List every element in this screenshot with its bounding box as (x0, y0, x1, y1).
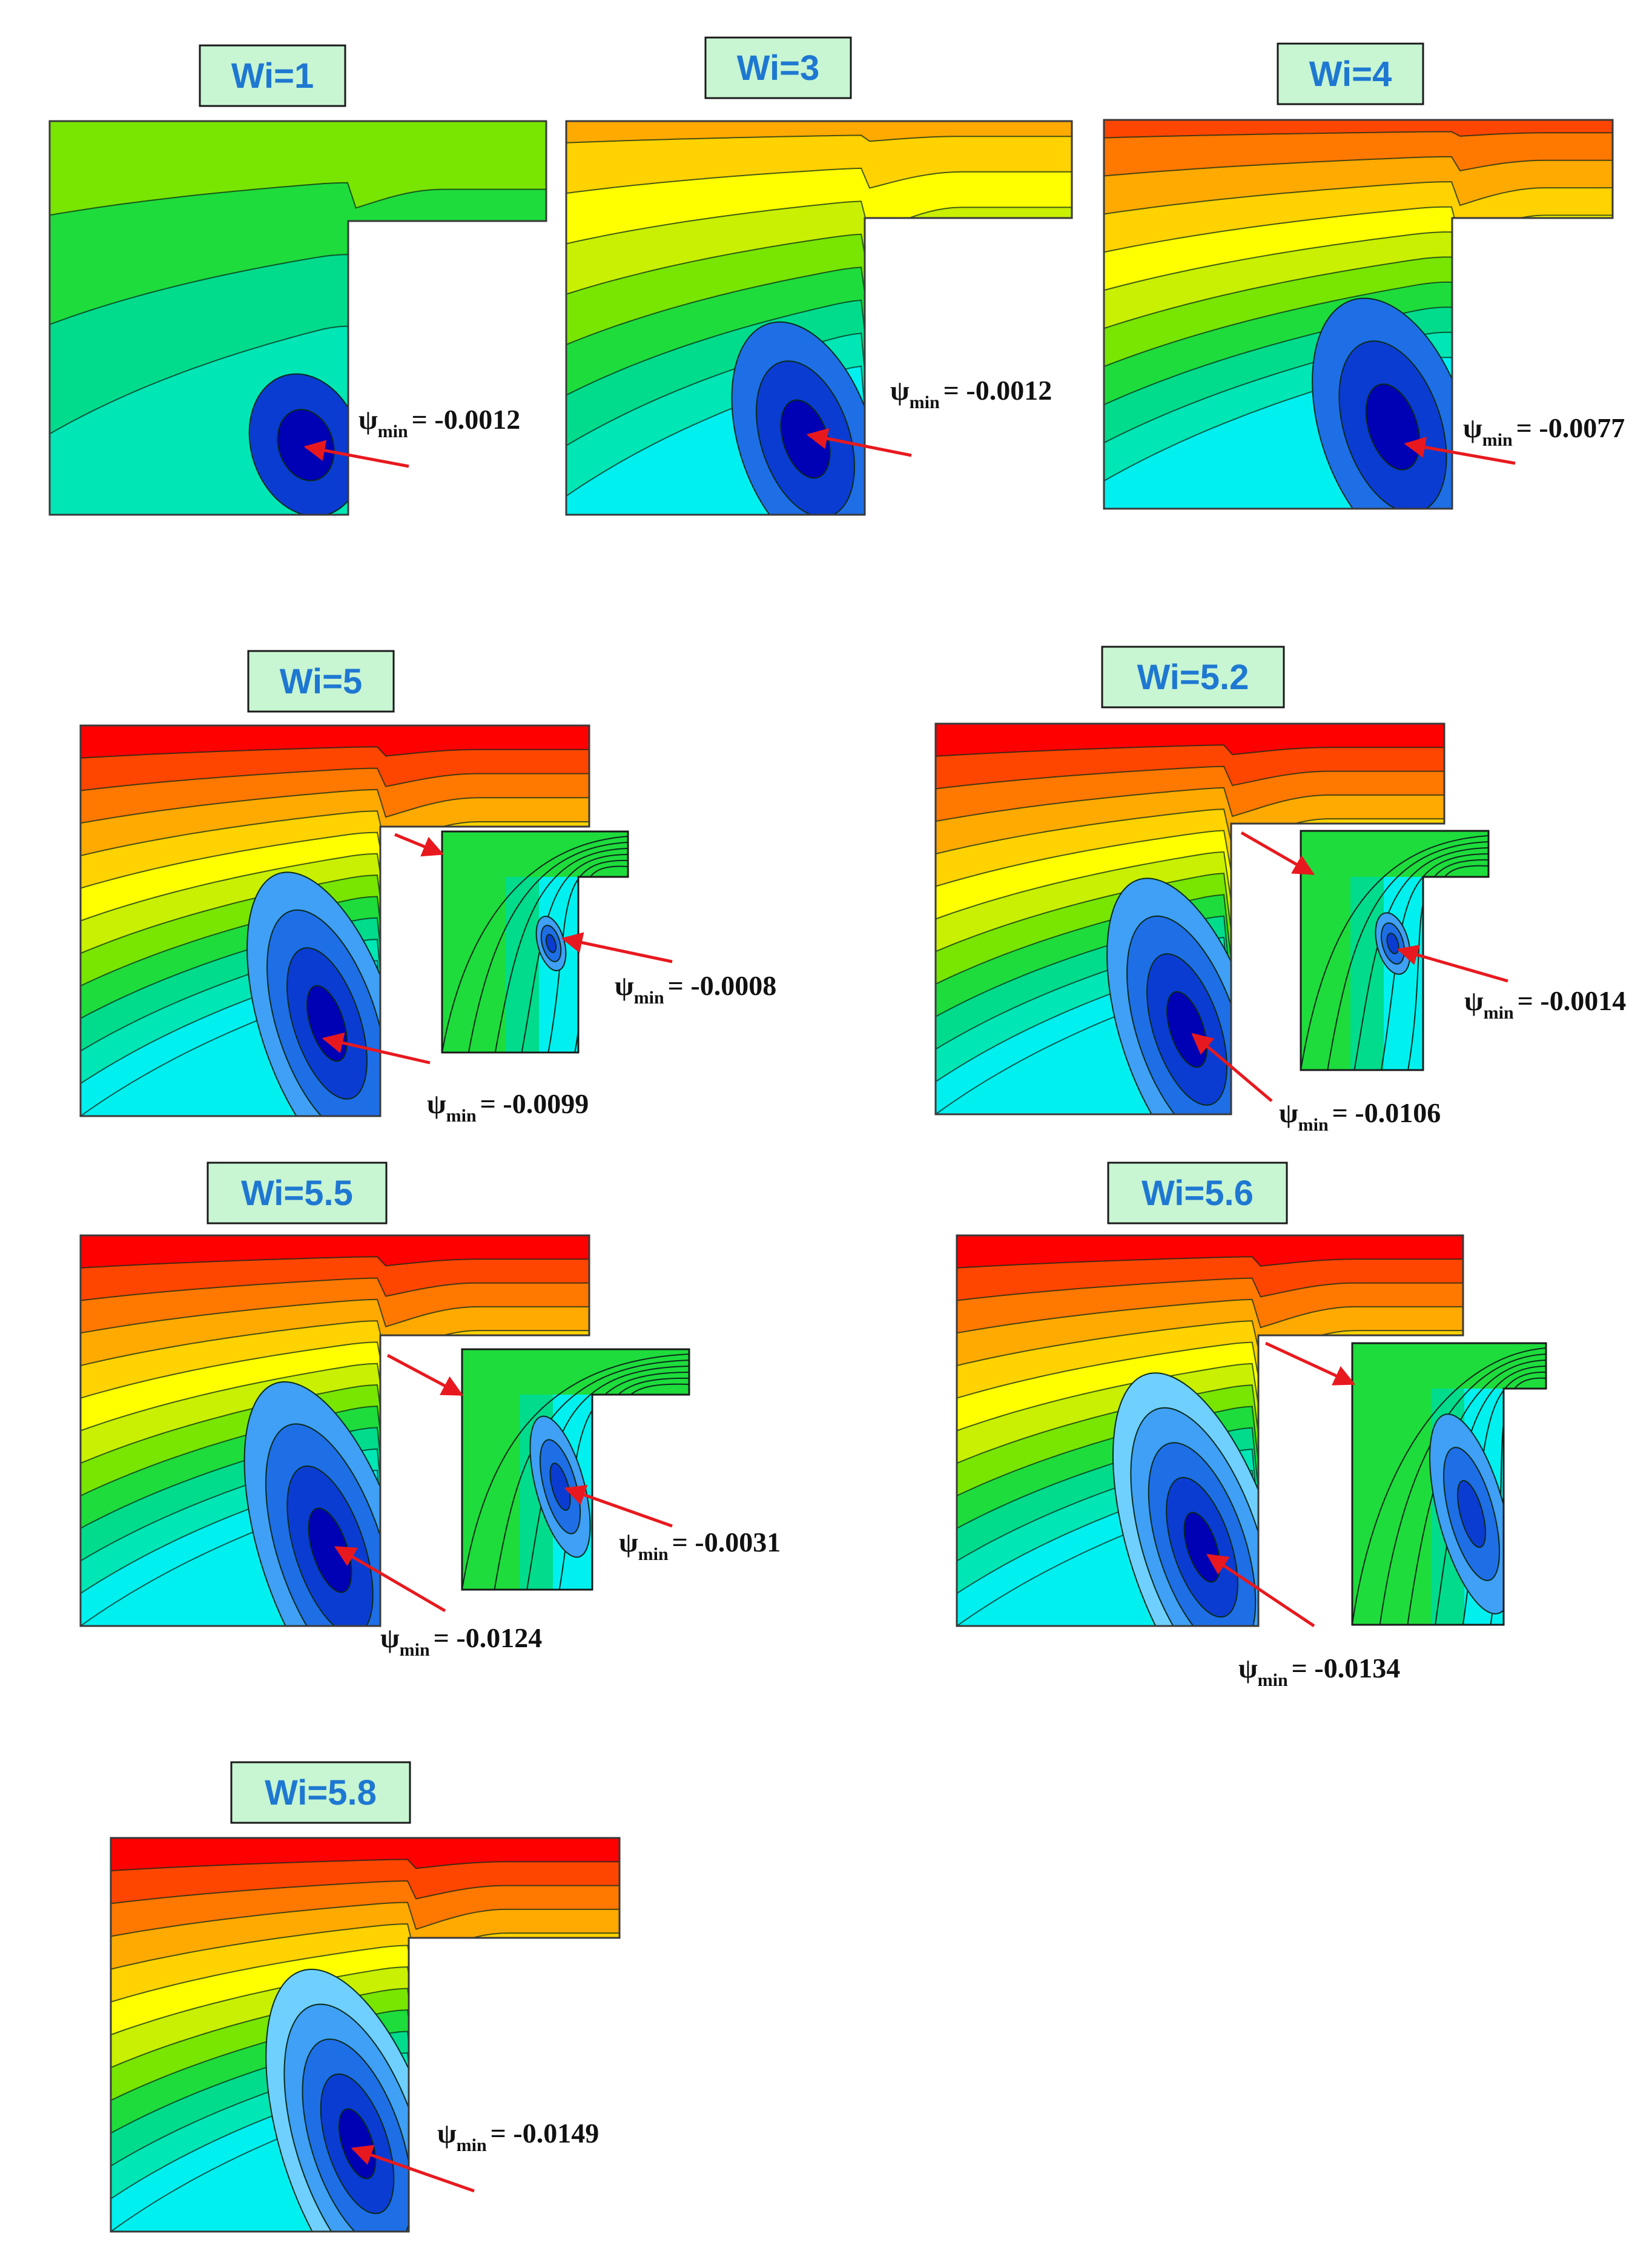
wi-label: Wi=5.5 (206, 1162, 388, 1224)
wi-label-text: Wi=5.6 (1142, 1174, 1254, 1213)
psi-min-label: ψmin = -0.0134 (1238, 1653, 1400, 1690)
pointer-arrow (1404, 437, 1516, 465)
psi-subscript: min (638, 1544, 669, 1564)
wi-label: Wi=1 (199, 44, 346, 107)
contour-field (111, 1838, 620, 2232)
pointer-arrow (564, 1485, 673, 1528)
psi-min-label: ψmin = -0.0014 (1464, 985, 1626, 1023)
pointer-arrow (1206, 1553, 1315, 1628)
contour-field (936, 724, 1444, 1114)
wi-label-text: Wi=5.2 (1137, 658, 1249, 697)
psi-min-label: ψmin = -0.0008 (615, 970, 776, 1008)
contour-field (1104, 120, 1613, 509)
psi-subscript: min (400, 1640, 430, 1660)
zoom-inset: ψmin = -0.0014 (1240, 830, 1626, 1071)
zoom-inset: ψmin = -0.0031 (386, 1348, 781, 1591)
wi-label: Wi=5.6 (1107, 1162, 1288, 1224)
psi-value: = -0.0124 (434, 1622, 543, 1653)
pointer-arrow (1191, 1033, 1273, 1102)
psi-value: = -0.0106 (1332, 1097, 1441, 1128)
psi-min-label: ψmin = -0.0149 (437, 2118, 599, 2155)
psi-subscript: min (457, 2135, 487, 2155)
psi-value: = -0.0012 (412, 404, 521, 435)
contour-panel: Wi=5.8 ψmin = -0.0149 (110, 1761, 621, 2233)
wi-label: Wi=5.2 (1101, 646, 1285, 709)
psi-subscript: min (446, 1106, 477, 1126)
contour-field (566, 121, 1072, 515)
psi-value: = -0.0012 (943, 375, 1052, 406)
psi-value: = -0.0149 (491, 2118, 600, 2149)
wi-label-text: Wi=1 (231, 56, 314, 96)
wi-label-text: Wi=5 (280, 662, 362, 701)
zoom-inset: ψmin = -0.0008 (394, 830, 776, 1054)
contour-panel: Wi=5.6 ψmin = -0.0134 (956, 1162, 1547, 1690)
psi-subscript: min (1298, 1115, 1329, 1135)
psi-min-label: ψmin = -0.0012 (358, 404, 520, 441)
contour-panel: Wi=4 ψmin = -0.0077 (1103, 42, 1625, 510)
psi-symbol: ψ (427, 1088, 446, 1119)
psi-symbol: ψ (1464, 985, 1484, 1016)
psi-min-label: ψmin = -0.0031 (619, 1527, 781, 1564)
psi-subscript: min (1258, 1670, 1288, 1690)
wi-label: Wi=3 (704, 36, 852, 99)
zoom-arrow (386, 1353, 464, 1396)
contour-field (50, 121, 546, 515)
psi-symbol: ψ (615, 970, 634, 1001)
psi-value: = -0.0099 (480, 1088, 589, 1119)
psi-min-label: ψmin = -0.0106 (1279, 1097, 1441, 1135)
pointer-arrow (806, 428, 912, 457)
psi-symbol: ψ (380, 1622, 400, 1653)
psi-value: = -0.0014 (1518, 985, 1627, 1016)
wi-label: Wi=5 (247, 650, 395, 713)
psi-min-label: ψmin = -0.0077 (1463, 412, 1625, 450)
psi-value: = -0.0134 (1292, 1653, 1401, 1684)
psi-value: = -0.0031 (672, 1527, 781, 1558)
psi-subscript: min (910, 392, 940, 412)
zoom-arrow (1264, 1341, 1356, 1386)
zoom-arrow (394, 833, 444, 857)
pointer-arrow (303, 440, 409, 468)
pointer-arrow (334, 1545, 446, 1613)
psi-symbol: ψ (358, 404, 378, 435)
pointer-arrow (351, 2144, 475, 2193)
psi-subscript: min (1484, 1003, 1514, 1023)
contour-field (81, 1235, 589, 1626)
psi-min-label: ψmin = -0.0099 (427, 1088, 589, 1126)
psi-subscript: min (378, 421, 408, 441)
psi-symbol: ψ (1279, 1097, 1298, 1128)
wi-label: Wi=5.8 (230, 1761, 411, 1824)
pointer-arrow (322, 1032, 431, 1065)
wi-label: Wi=4 (1277, 42, 1424, 105)
wi-label-text: Wi=5.8 (265, 1773, 377, 1813)
pointer-arrow (1396, 944, 1508, 983)
psi-symbol: ψ (437, 2118, 457, 2149)
psi-subscript: min (634, 988, 664, 1008)
contour-panel: Wi=1 ψmin = -0.0012 (48, 44, 547, 516)
pointer-arrow (561, 932, 673, 963)
contour-panel: Wi=3 ψmin = -0.0012 (565, 36, 1073, 516)
psi-symbol: ψ (1463, 412, 1482, 443)
wi-label-text: Wi=3 (737, 48, 819, 88)
psi-min-label: ψmin = -0.0012 (890, 375, 1052, 412)
wi-label-text: Wi=4 (1309, 55, 1392, 94)
zoom-arrow (1240, 831, 1315, 876)
psi-symbol: ψ (1238, 1653, 1258, 1684)
psi-subscript: min (1482, 430, 1513, 450)
psi-value: = -0.0077 (1516, 412, 1625, 443)
psi-min-label: ψmin = -0.0124 (380, 1622, 542, 1660)
psi-symbol: ψ (619, 1527, 638, 1558)
psi-value: = -0.0008 (668, 970, 777, 1001)
wi-label-text: Wi=5.5 (241, 1174, 353, 1213)
psi-symbol: ψ (890, 375, 910, 406)
